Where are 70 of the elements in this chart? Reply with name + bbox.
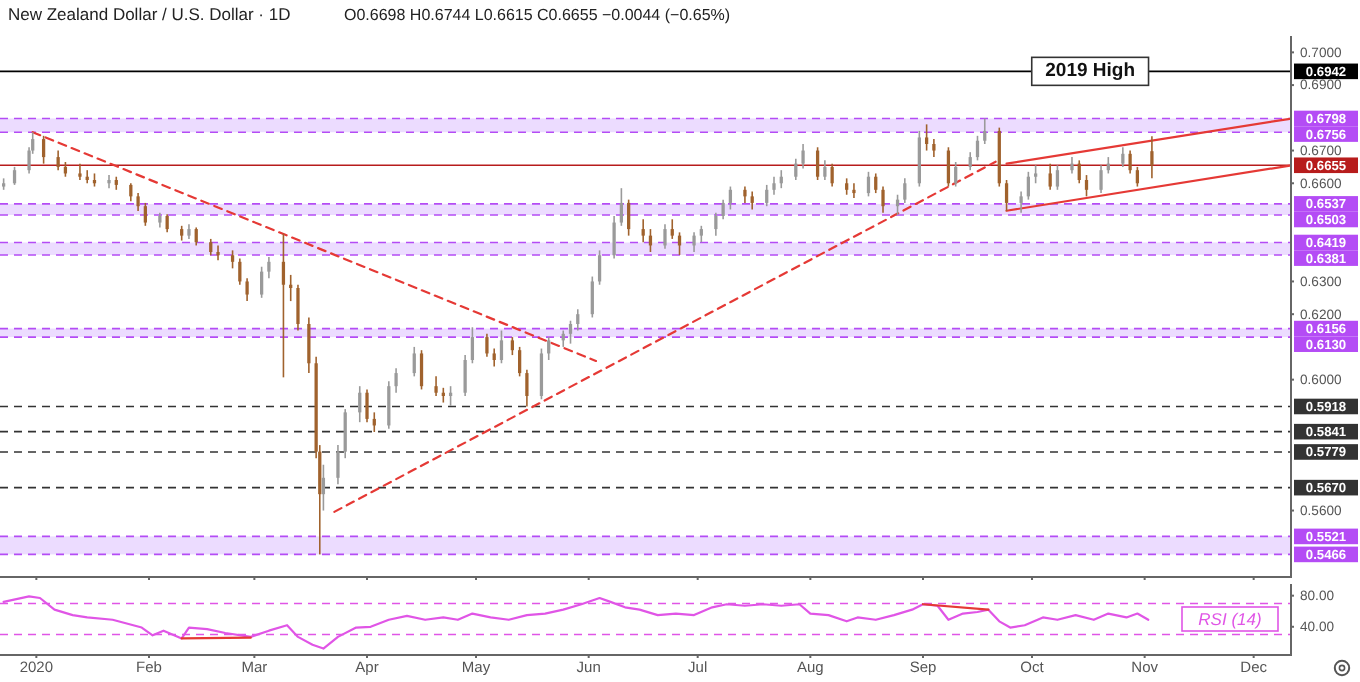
candlestick — [983, 117, 987, 145]
candlestick — [419, 349, 424, 391]
chart-subtitle: O0.6698 H0.6744 L0.6615 C0.6655 −0.0044 (−0.65%) — [344, 6, 731, 24]
candlestick — [547, 336, 551, 361]
candlestick — [143, 202, 147, 227]
text: RSI (14) — [1198, 609, 1262, 629]
candlestick — [612, 215, 616, 260]
candlestick — [216, 244, 220, 261]
candlestick — [336, 444, 340, 486]
candlestick — [485, 333, 489, 358]
candlestick — [343, 408, 347, 459]
candlestick — [692, 231, 696, 253]
candlestick — [619, 187, 624, 227]
candlestick — [56, 149, 60, 171]
candlestick — [728, 185, 733, 211]
candlestick — [307, 316, 311, 374]
candlestick — [518, 346, 522, 378]
candlestick — [917, 130, 921, 188]
candlestick — [434, 375, 438, 397]
candlestick — [852, 182, 856, 199]
candlestick — [463, 354, 467, 397]
candlestick — [525, 369, 529, 408]
candlestick — [1121, 146, 1125, 168]
candlestick — [714, 211, 718, 237]
candlestick — [576, 308, 580, 332]
annotation: 2019 High — [1045, 60, 1136, 83]
candlestick — [41, 135, 46, 165]
candlestick — [78, 162, 82, 181]
candlestick — [539, 347, 544, 401]
candlestick — [107, 174, 111, 189]
candlestick — [230, 249, 235, 270]
candlestick — [568, 319, 573, 345]
candlestick — [281, 232, 286, 379]
candlestick — [260, 265, 264, 299]
candlestick — [1004, 179, 1009, 212]
candlestick — [903, 177, 907, 204]
candlestick — [1048, 162, 1052, 191]
candlestick — [874, 172, 878, 194]
candlestick — [1019, 190, 1023, 214]
candlestick — [1055, 164, 1060, 191]
candlestick — [670, 218, 674, 240]
chart-title: New Zealand Dollar / U.S. Dollar · 1D — [8, 4, 291, 24]
candlestick — [1135, 166, 1140, 188]
candlestick — [597, 249, 602, 286]
candlestick — [627, 198, 631, 237]
candlestick — [815, 146, 820, 181]
candlestick — [946, 146, 951, 188]
candlestick — [590, 275, 594, 319]
candlestick — [1150, 135, 1154, 180]
candlestick — [663, 223, 667, 250]
candlestick — [924, 123, 929, 152]
candlestick — [823, 159, 827, 181]
candlestick — [412, 346, 416, 378]
candlestick — [1099, 164, 1103, 194]
candlestick — [1084, 174, 1089, 198]
candlestick — [721, 198, 725, 221]
candlestick — [267, 256, 271, 279]
candlestick — [365, 388, 369, 423]
candlestick — [499, 329, 504, 365]
candlestick — [794, 157, 798, 181]
candlestick — [394, 367, 398, 394]
candlestick — [470, 326, 475, 365]
candlestick — [801, 143, 805, 170]
candlestick — [296, 283, 300, 332]
candlestick — [245, 277, 249, 302]
candlestick — [1128, 149, 1132, 175]
candlestick — [765, 184, 769, 207]
candlestick — [881, 185, 885, 214]
candlestick — [387, 380, 391, 430]
candlestick — [641, 218, 645, 243]
